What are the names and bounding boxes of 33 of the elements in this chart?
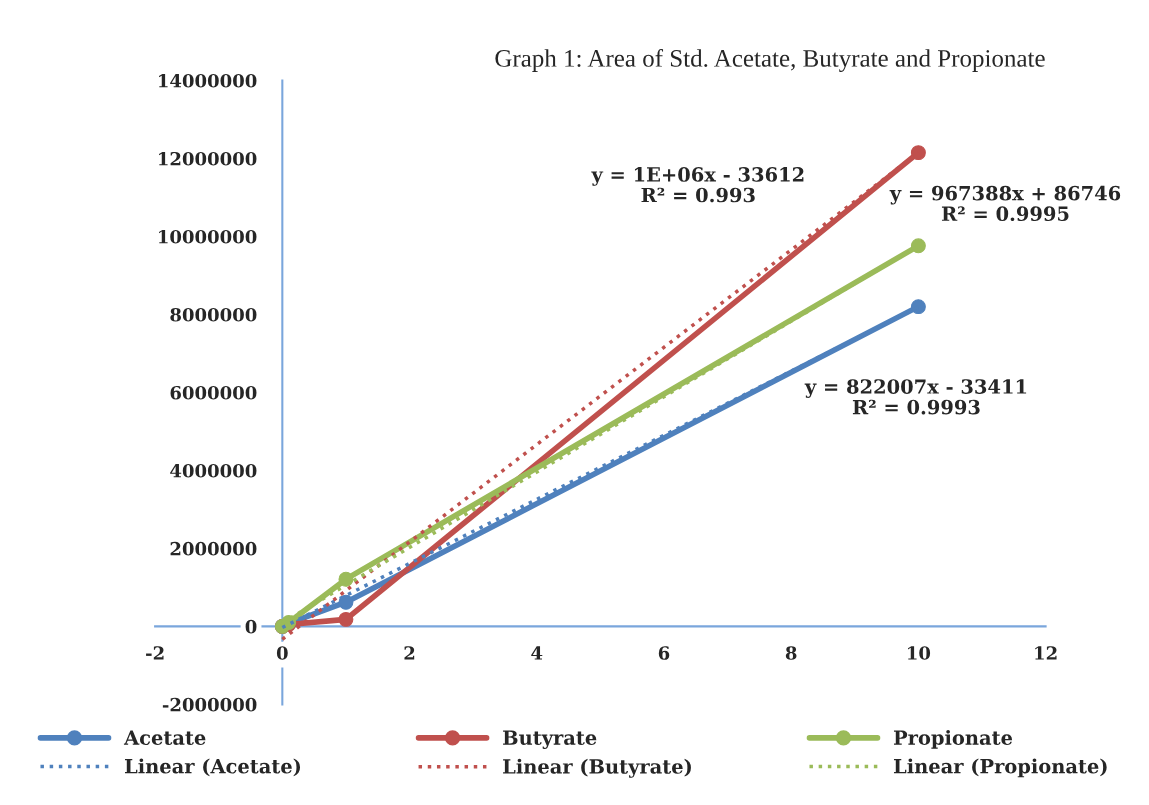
annotation: y = 1E+06x - 33612 R² = 0.993: [591, 167, 804, 203]
y-tick-label: 2000000: [170, 541, 257, 556]
point: [910, 238, 926, 254]
y-tick-label: 12000000: [159, 151, 257, 166]
y-tick-label: 6000000: [170, 385, 257, 400]
annotation: y = 822007x - 33411 R² = 0.9993: [804, 379, 1027, 415]
y-tick-label: 4000000: [170, 463, 257, 478]
point: [910, 145, 926, 161]
x-tick-label: -2: [146, 646, 164, 660]
chart-title: Graph 1: Area of Std. Acetate, Butyrate and Propionate: [495, 49, 1045, 73]
x-tick-label: 12: [1035, 646, 1057, 660]
x-tick-label: 10: [908, 646, 931, 660]
x-tick-label: 0: [276, 646, 288, 660]
legend-label: Acetate: [123, 730, 206, 745]
x-tick-label: 8: [785, 646, 797, 660]
point: [338, 611, 354, 627]
legend-label: Linear (Propionate): [893, 758, 1107, 778]
legend-label: Linear (Acetate): [124, 758, 301, 777]
y-tick-label: -2000000: [162, 697, 257, 712]
legend-label: Linear (Butyrate): [503, 758, 691, 778]
y-tick-label: 10000000: [159, 229, 257, 244]
point: [910, 299, 926, 315]
x-tick-label: 4: [531, 646, 543, 660]
y-tick-label: 8000000: [170, 307, 257, 322]
x-tick-label: 6: [658, 646, 670, 660]
point: [338, 594, 354, 610]
y-tick-label: 0: [245, 619, 257, 634]
legend-label: Propionate: [893, 729, 1013, 749]
legend-label: Butyrate: [503, 730, 597, 750]
point: [338, 571, 354, 587]
x-tick-label: 2: [404, 646, 415, 660]
annotation: y = 967388x + 86746 R² = 0.9995: [889, 185, 1121, 222]
y-tick-label: 14000000: [159, 73, 257, 88]
